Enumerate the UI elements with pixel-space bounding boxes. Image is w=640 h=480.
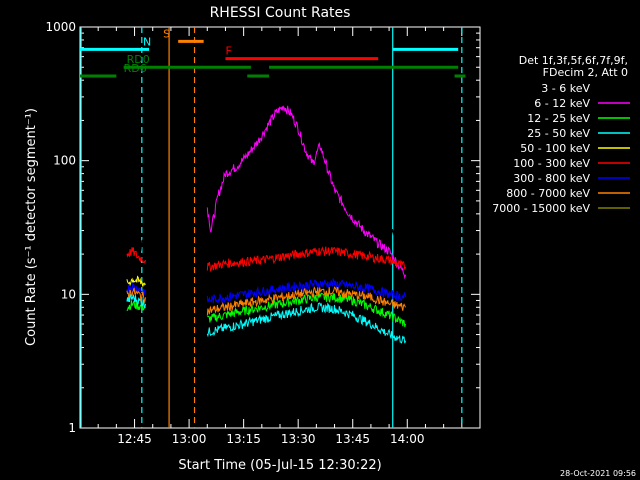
x-tick-label: 12:45 xyxy=(117,432,152,446)
x-tick-label: 13:30 xyxy=(281,432,316,446)
legend-header: Det 1f,3f,5f,6f,7f,9f, xyxy=(519,54,628,67)
x-tick-label: 14:00 xyxy=(390,432,425,446)
series-line xyxy=(126,292,146,309)
legend-entry-label: 800 - 7000 keV xyxy=(506,187,590,200)
series-line xyxy=(207,292,406,328)
legend-entry-label: 3 - 6 keV xyxy=(541,82,590,95)
x-tick-label: 13:00 xyxy=(172,432,207,446)
series-line xyxy=(126,275,146,287)
y-tick-label: 10 xyxy=(61,287,76,301)
x-axis-label: Start Time (05-Jul-15 12:30:22) xyxy=(178,458,381,473)
series-line xyxy=(206,302,406,344)
y-axis-label: Count Rate (s⁻¹ detector segment⁻¹) xyxy=(24,108,39,346)
flag-label-s: S xyxy=(163,27,170,40)
chart-title: RHESSI Count Rates xyxy=(210,5,351,21)
series-line xyxy=(206,286,406,316)
footer-timestamp: 28-Oct-2021 09:56 xyxy=(560,469,636,478)
legend-entry-label: 25 - 50 keV xyxy=(527,127,590,140)
legend-entry-label: 50 - 100 keV xyxy=(520,142,590,155)
flag-label-rd0: RD0 xyxy=(127,53,150,66)
y-tick-label: 1 xyxy=(68,421,76,435)
flag-label-n: N xyxy=(143,35,151,48)
x-tick-label: 13:15 xyxy=(226,432,261,446)
y-tick-label: 1000 xyxy=(45,20,76,34)
legend-entry-label: 100 - 300 keV xyxy=(513,157,590,170)
flag-label-f: F xyxy=(225,45,231,58)
series-line xyxy=(126,287,146,304)
legend: Det 1f,3f,5f,6f,7f,9f,FDecim 2, Att 0 3 -… xyxy=(492,54,630,215)
legend-header: FDecim 2, Att 0 xyxy=(543,66,628,79)
y-tick-label: 100 xyxy=(53,154,76,168)
series-line xyxy=(206,105,406,280)
legend-entry-label: 300 - 800 keV xyxy=(513,172,590,185)
legend-entry-label: 7000 - 15000 keV xyxy=(492,202,590,215)
series-line xyxy=(126,238,148,251)
x-tick-label: 13:45 xyxy=(335,432,370,446)
series-line xyxy=(206,277,406,304)
legend-entry-label: 6 - 12 keV xyxy=(534,97,590,110)
plot-area: 1 10 100 1000 12:45 13:00 13:15 13:30 13:45 14:00… xyxy=(45,20,481,446)
series-line xyxy=(126,247,146,264)
flag-label-rd6: RD6 xyxy=(124,62,147,75)
legend-entry-label: 12 - 25 keV xyxy=(527,112,590,125)
series-line xyxy=(206,246,406,273)
